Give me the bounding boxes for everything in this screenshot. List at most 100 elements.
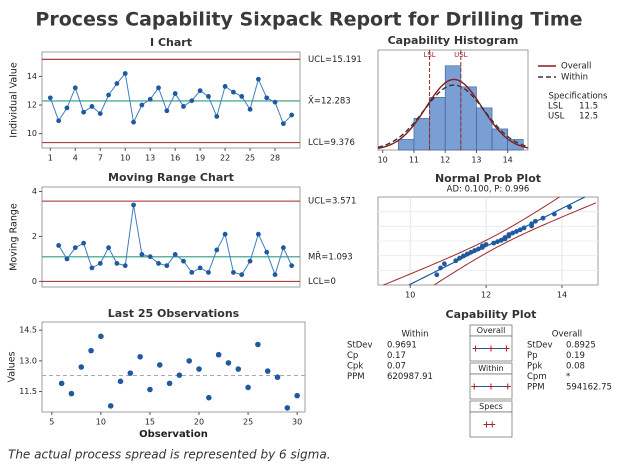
stat-value: * <box>566 372 570 382</box>
spec-value: 11.5 <box>579 102 598 112</box>
data-point <box>107 403 114 409</box>
data-point <box>247 106 253 112</box>
data-point <box>72 85 78 91</box>
data-point <box>176 372 183 378</box>
data-point <box>239 272 245 278</box>
interval-cross <box>488 345 494 352</box>
data-point <box>139 102 145 108</box>
y-axis-label: Individual Value <box>9 62 20 138</box>
data-point <box>127 370 134 376</box>
y-tick-label: 4 <box>32 187 37 196</box>
data-point <box>472 248 478 253</box>
histogram-bar <box>429 97 446 151</box>
data-point <box>89 104 95 109</box>
data-point <box>453 258 459 264</box>
box-label: Overall <box>477 326 506 335</box>
data-point <box>189 269 195 275</box>
data-point <box>147 254 153 260</box>
interval-cross <box>483 421 490 428</box>
histogram-bar <box>398 139 415 151</box>
data-point <box>533 218 538 224</box>
x-tick-label: 10 <box>405 291 415 300</box>
data-point <box>540 215 546 221</box>
x-tick-label: 25 <box>243 418 253 427</box>
stat-name: Ppk <box>527 362 543 372</box>
data-point <box>457 255 462 261</box>
y-tick-label: 2 <box>32 232 37 241</box>
data-point <box>441 261 447 267</box>
data-point <box>156 362 163 368</box>
control-label: UCL=3.571 <box>308 197 356 207</box>
stat-value: 0.07 <box>387 362 406 372</box>
x-tick-label: 7 <box>98 154 103 163</box>
x-tick-label: 19 <box>195 154 205 163</box>
data-point <box>189 98 195 104</box>
x-tick-label: 15 <box>145 418 155 427</box>
y-tick-label: 14.5 <box>19 326 37 335</box>
stat-value: 0.08 <box>566 362 585 372</box>
data-point <box>206 94 211 99</box>
data-point <box>114 81 120 86</box>
data-point <box>264 249 270 255</box>
plot-frame <box>41 51 301 149</box>
data-point <box>114 261 120 266</box>
stat-name: Cp <box>347 351 358 361</box>
data-point <box>97 261 103 266</box>
data-point <box>131 119 136 125</box>
data-point <box>147 386 153 393</box>
x-tick-label: 13 <box>471 156 481 165</box>
y-tick-label: 14 <box>27 72 37 81</box>
x-tick-label: 10 <box>378 156 388 165</box>
stat-value: 0.19 <box>566 351 585 361</box>
x-tick-label: 10 <box>96 418 106 427</box>
data-point <box>517 227 523 233</box>
x-tick-label: 1 <box>48 154 53 163</box>
data-point <box>181 258 186 264</box>
panel-title: Capability Histogram <box>388 34 519 47</box>
data-point <box>215 351 222 358</box>
x-tick-label: 10 <box>120 154 130 163</box>
data-point <box>56 118 62 124</box>
data-point <box>156 261 161 266</box>
y-tick-label: 13.0 <box>19 356 37 365</box>
x-tick-label: 30 <box>292 418 302 427</box>
data-point <box>289 112 295 118</box>
data-point <box>58 380 65 387</box>
data-point <box>214 247 220 253</box>
specs-title: Specifications <box>548 92 608 102</box>
data-point <box>502 235 508 240</box>
data-point <box>106 245 111 251</box>
panel-title: Moving Range Chart <box>108 171 234 184</box>
stat-name: PPM <box>527 383 545 393</box>
data-point <box>247 258 253 264</box>
confidence-band <box>433 202 597 286</box>
data-point <box>131 202 136 208</box>
data-point <box>139 252 145 257</box>
data-point <box>47 95 53 101</box>
data-point <box>280 245 286 251</box>
box-label: Within <box>478 364 503 373</box>
spec-name: USL <box>548 112 565 122</box>
interval-cross <box>489 421 496 428</box>
y-tick-label: 10 <box>27 129 37 138</box>
x-tick-label: 12 <box>440 156 450 165</box>
confidence-band <box>383 196 560 286</box>
data-point <box>235 366 242 372</box>
stat-name: StDev <box>527 341 553 351</box>
data-point <box>438 265 443 271</box>
data-point <box>264 95 270 101</box>
data-point <box>245 384 251 391</box>
data-point <box>137 353 143 360</box>
panel-subtitle: AD: 0.100, P: 0.996 <box>447 185 530 195</box>
data-point <box>186 358 193 364</box>
data-point <box>255 76 261 82</box>
data-point <box>196 366 202 372</box>
y-tick-label: 12 <box>27 101 37 110</box>
spec-value: 12.5 <box>579 112 598 122</box>
data-point <box>206 394 212 401</box>
panel-title: Last 25 Observations <box>108 307 240 320</box>
stat-name: Pp <box>527 351 538 361</box>
x-tick-label: 14 <box>557 291 567 300</box>
stats-title: Overall <box>552 330 582 340</box>
data-point <box>172 91 178 96</box>
